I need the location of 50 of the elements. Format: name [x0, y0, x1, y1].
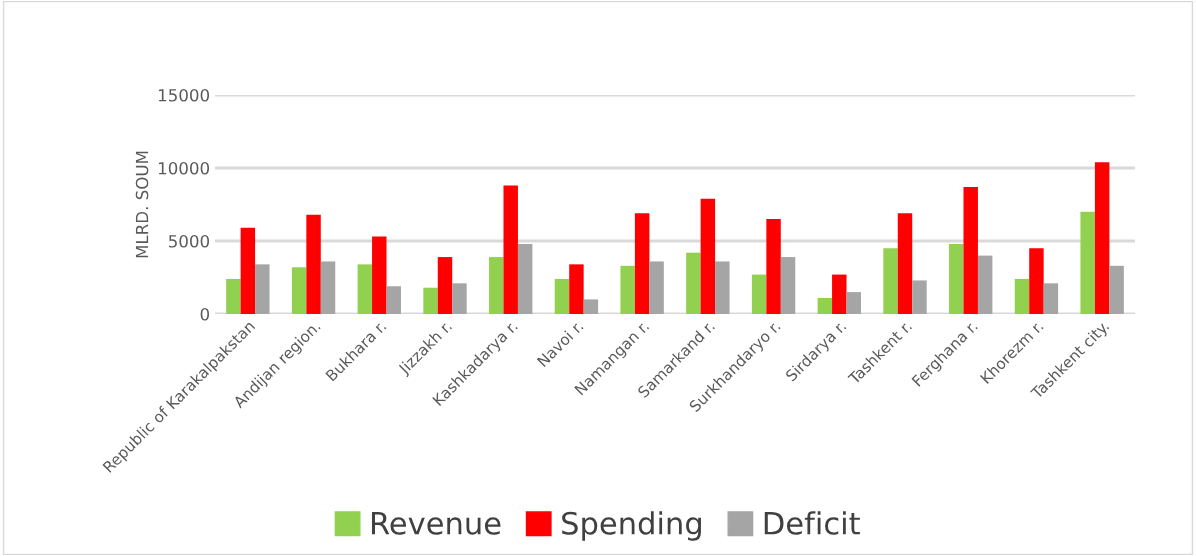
bar [489, 257, 504, 314]
bar [620, 265, 635, 314]
bar [715, 261, 730, 314]
bar [437, 257, 453, 314]
bar [846, 292, 861, 314]
bar [423, 287, 438, 314]
bar [634, 213, 650, 314]
bar [517, 243, 533, 314]
legend-label: Revenue [371, 512, 501, 535]
y-axis-title: MLRD. SOUM [135, 151, 149, 258]
bar [357, 264, 373, 314]
bar [503, 185, 518, 314]
bar [226, 278, 241, 314]
bar [977, 255, 993, 314]
bar [554, 278, 570, 314]
bar [649, 261, 664, 314]
bar [240, 227, 256, 314]
bar [569, 264, 584, 314]
bar [897, 213, 913, 314]
bar [686, 252, 701, 314]
y-tick-label: 5000 [169, 234, 210, 248]
y-tick-label: 0 [200, 307, 210, 321]
bar [949, 243, 964, 314]
bar [320, 261, 336, 314]
bar [780, 257, 796, 314]
bar [1094, 162, 1110, 314]
y-tick-label: 10000 [158, 161, 210, 175]
bar [1014, 278, 1030, 314]
legend-label: Deficit [764, 511, 860, 535]
bar [1080, 211, 1095, 314]
bar [372, 236, 387, 314]
bar [963, 186, 978, 314]
bar [386, 286, 401, 314]
bar [1029, 248, 1044, 314]
bar [817, 297, 833, 314]
bar [1109, 265, 1124, 314]
legend-label: Spending [562, 511, 701, 541]
bar [1043, 283, 1059, 314]
bar [766, 219, 781, 314]
bar [912, 280, 927, 314]
bar [306, 214, 321, 314]
bar [452, 283, 467, 314]
bar [832, 274, 847, 314]
y-tick-label: 15000 [158, 88, 210, 102]
bar [700, 198, 716, 314]
bar [291, 267, 307, 314]
bar [583, 299, 599, 314]
bar [883, 248, 898, 314]
bar [255, 264, 270, 314]
bar [751, 274, 767, 314]
